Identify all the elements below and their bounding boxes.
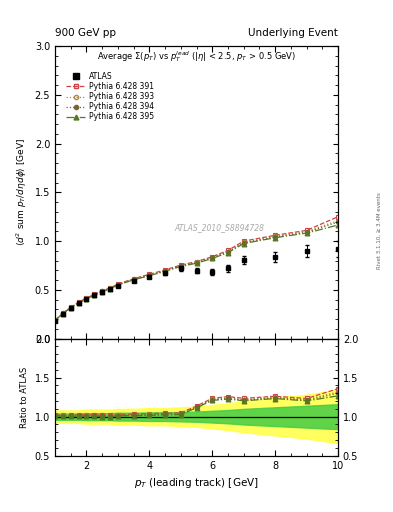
Text: Underlying Event: Underlying Event bbox=[248, 28, 338, 38]
Legend: ATLAS, Pythia 6.428 391, Pythia 6.428 393, Pythia 6.428 394, Pythia 6.428 395: ATLAS, Pythia 6.428 391, Pythia 6.428 39… bbox=[64, 70, 156, 123]
Text: ATLAS_2010_S8894728: ATLAS_2010_S8894728 bbox=[174, 223, 264, 232]
Text: 900 GeV pp: 900 GeV pp bbox=[55, 28, 116, 38]
Text: Rivet 3.1.10, ≥ 3.4M events: Rivet 3.1.10, ≥ 3.4M events bbox=[377, 192, 382, 269]
Text: Average $\Sigma(p_T)$ vs $p_T^{lead}$ ($|\eta|$ < 2.5, $p_T$ > 0.5 GeV): Average $\Sigma(p_T)$ vs $p_T^{lead}$ ($… bbox=[97, 49, 296, 64]
X-axis label: $p_T$ (leading track) [GeV]: $p_T$ (leading track) [GeV] bbox=[134, 476, 259, 490]
Y-axis label: $\langle d^2$ sum $p_T/d\eta d\phi\rangle$ [GeV]: $\langle d^2$ sum $p_T/d\eta d\phi\rangl… bbox=[15, 138, 29, 246]
Y-axis label: Ratio to ATLAS: Ratio to ATLAS bbox=[20, 367, 29, 428]
